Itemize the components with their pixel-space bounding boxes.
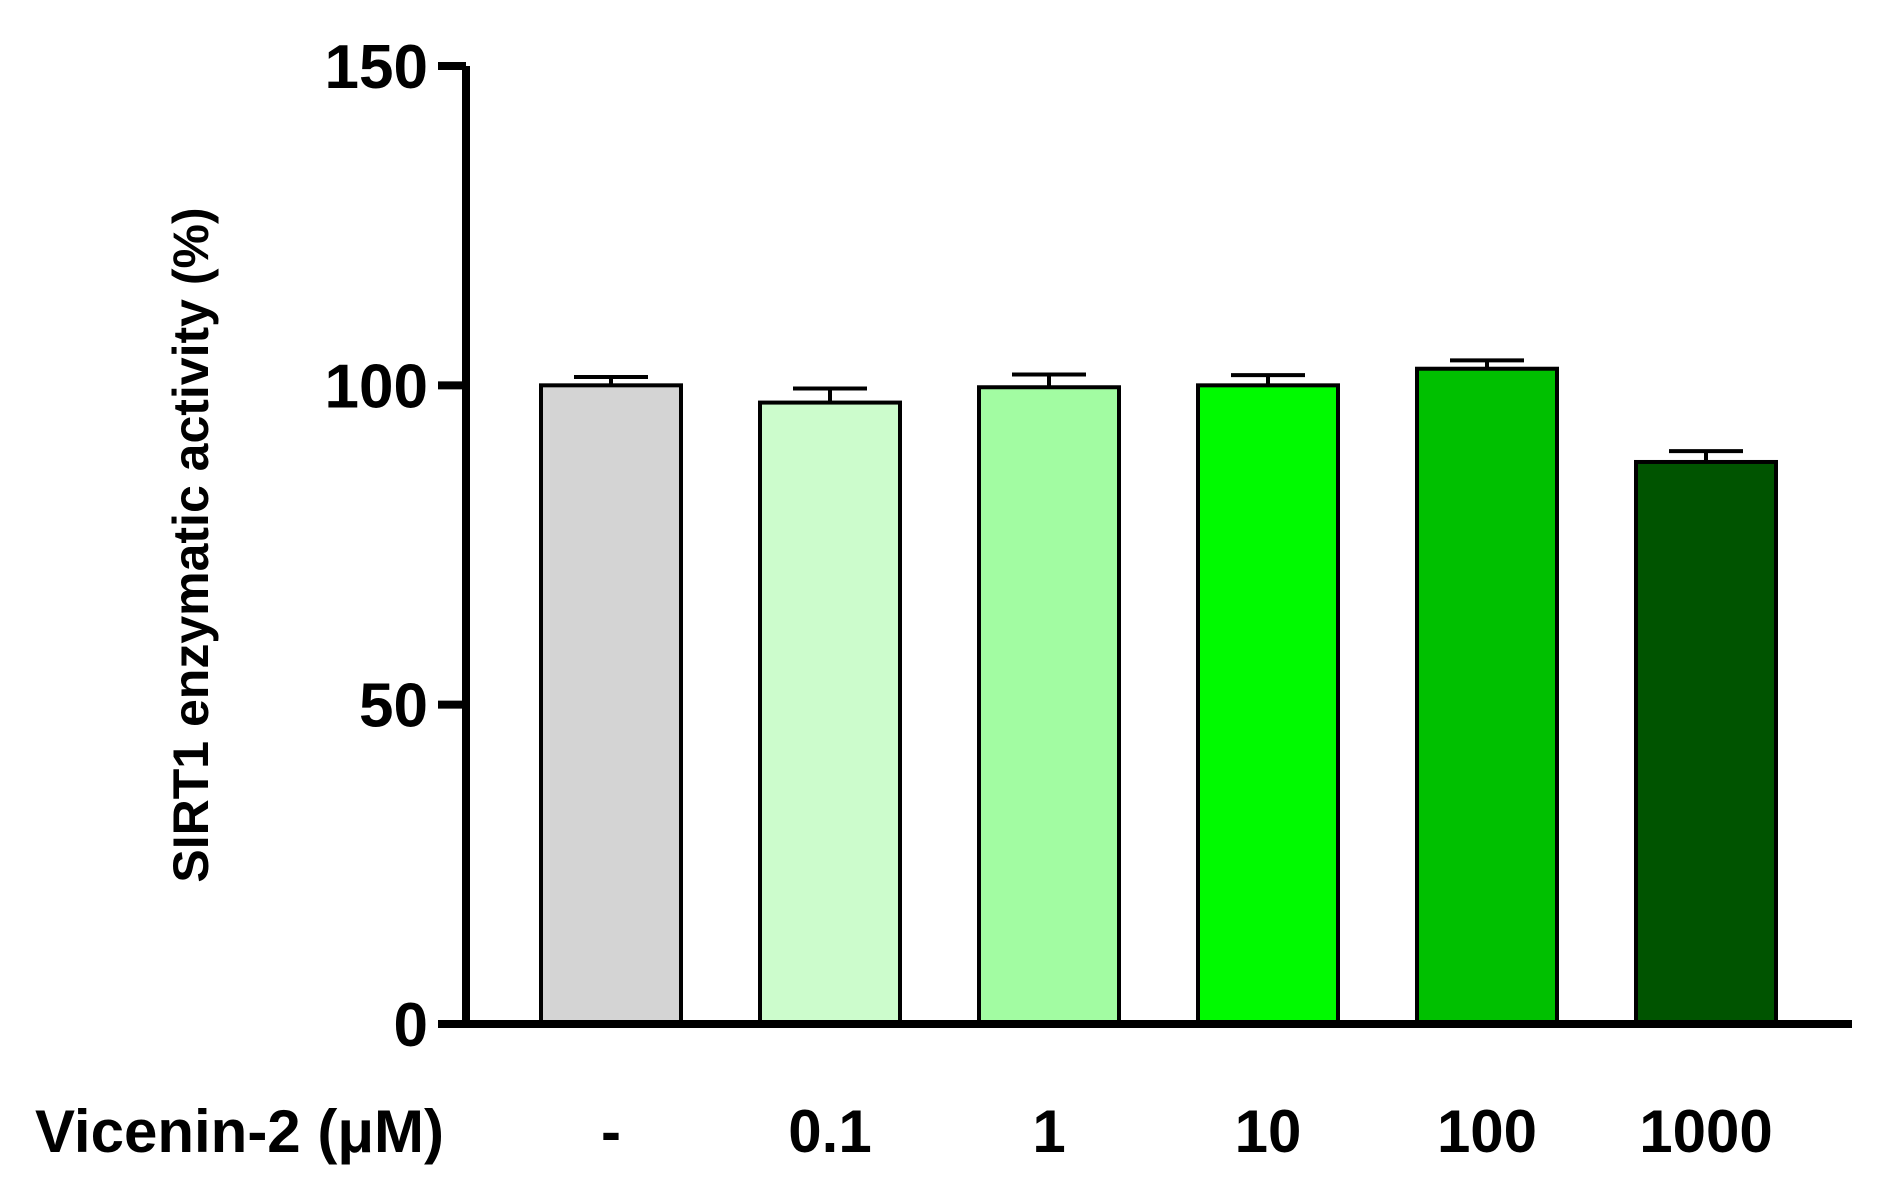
category-label-2: 1 <box>1032 1098 1065 1165</box>
axes <box>438 66 1852 1028</box>
error-bar-0 <box>574 375 648 386</box>
category-label-4: 100 <box>1437 1098 1537 1165</box>
y-axis-title: SIRT1 enzymatic activity (%) <box>163 207 219 882</box>
bar-2 <box>977 385 1121 1026</box>
bar-1 <box>758 400 902 1026</box>
error-bars-layer <box>574 358 1743 462</box>
x-category-labels: - 0.1 1 10 100 1000 <box>601 1098 1773 1165</box>
y-tick-label-3: 150 <box>325 33 428 102</box>
x-axis-title: Vicenin-2 (μM) <box>35 1098 444 1165</box>
y-tick-label-1: 50 <box>359 672 428 741</box>
error-bar-3 <box>1231 373 1305 386</box>
y-tick-label-2: 100 <box>325 352 428 421</box>
category-label-5: 1000 <box>1639 1098 1772 1165</box>
error-bar-2 <box>1012 372 1086 388</box>
error-bar-4 <box>1450 358 1524 369</box>
category-label-0: - <box>601 1098 621 1165</box>
error-bar-5 <box>1669 449 1743 462</box>
error-bar-1 <box>793 386 867 403</box>
bars-layer <box>539 366 1778 1027</box>
y-ticks: 0 50 100 150 <box>325 33 466 1060</box>
category-label-3: 10 <box>1235 1098 1302 1165</box>
bar-5 <box>1634 459 1778 1026</box>
bar-3 <box>1196 383 1340 1027</box>
category-label-1: 0.1 <box>788 1098 871 1165</box>
bar-4 <box>1415 366 1559 1026</box>
bar-0 <box>539 383 683 1027</box>
y-tick-label-0: 0 <box>394 991 428 1060</box>
